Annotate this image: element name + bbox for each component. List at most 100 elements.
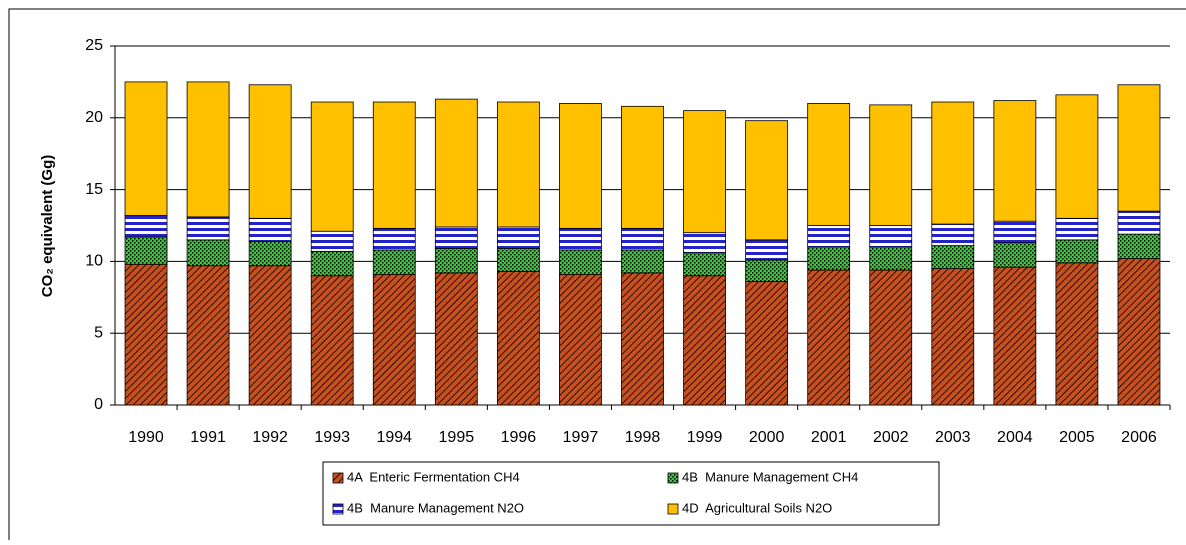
bar-segment [248, 240, 292, 267]
bar-segment [310, 250, 354, 277]
bar-segment [869, 269, 913, 406]
x-tick-label: 1999 [687, 429, 723, 446]
bar-segment [248, 84, 292, 219]
bar-segment [248, 265, 292, 406]
bar-segment [496, 101, 540, 228]
bar-segment [807, 246, 851, 271]
bar-segment [993, 220, 1037, 244]
bar-segment [434, 248, 478, 274]
legend-swatch [332, 503, 344, 515]
bar-segment [1117, 258, 1161, 406]
bar-segment [993, 100, 1037, 222]
bar-segment [931, 268, 975, 406]
x-tick-label: 2001 [811, 429, 847, 446]
bar-segment [683, 110, 726, 234]
x-tick-label: 1993 [314, 429, 350, 446]
bar-segment [683, 232, 726, 254]
y-tick-label: 5 [94, 324, 103, 341]
y-tick-label: 0 [94, 396, 103, 413]
bar-segment [807, 225, 851, 248]
x-tick-label: 2004 [997, 429, 1033, 446]
bar-segment [310, 101, 354, 232]
x-tick-label: 2003 [935, 429, 971, 446]
bar-segment [310, 275, 354, 406]
bar-segment [1117, 210, 1161, 235]
legend-swatch [332, 472, 344, 484]
bar-segment [621, 249, 664, 274]
bar-segment [869, 104, 913, 226]
bar-segment [621, 272, 664, 406]
bar-segment [993, 266, 1037, 406]
bar-segment [869, 225, 913, 248]
bar-segment [559, 103, 602, 229]
x-tick-label: 1992 [252, 429, 288, 446]
bar-segment [310, 230, 354, 252]
y-tick-label: 25 [85, 37, 103, 54]
x-tick-label: 1991 [190, 429, 226, 446]
bar-segment [807, 103, 851, 226]
legend-label: 4B Manure Management N2O [347, 500, 524, 515]
legend-label: 4D Agricultural Soils N2O [682, 500, 832, 515]
bar-segment [1055, 262, 1099, 406]
bar-segment [931, 101, 975, 225]
bar-segment [186, 216, 230, 241]
y-axis-label: CO₂ equivalent (Gg) [39, 155, 56, 298]
legend-label: 4A Enteric Fermentation CH4 [347, 469, 520, 484]
bar-segment [745, 281, 789, 406]
y-tick-label: 10 [85, 253, 103, 270]
bar-segment [993, 242, 1037, 268]
bar-segment [1055, 94, 1099, 219]
legend-swatch [667, 503, 679, 515]
bar-segment [496, 271, 540, 406]
x-tick-label: 2006 [1121, 429, 1157, 446]
x-tick-label: 1996 [501, 429, 537, 446]
x-tick-label: 2005 [1059, 429, 1095, 446]
bar-segment [559, 273, 602, 406]
x-tick-label: 1990 [128, 429, 164, 446]
bar-segment [186, 265, 230, 406]
y-tick-label: 20 [85, 109, 103, 126]
bar-segment [372, 101, 416, 229]
chart-frame [8, 8, 1186, 545]
bar-segment [1055, 217, 1099, 241]
bar-segment [683, 275, 726, 406]
bar-segment [124, 215, 168, 238]
bar-segment [559, 249, 602, 275]
y-tick-label: 15 [85, 181, 103, 198]
bar-segment [683, 252, 726, 277]
bar-segment [745, 239, 789, 261]
bar-segment [496, 248, 540, 272]
x-tick-label: 1997 [563, 429, 599, 446]
bar-segment [931, 245, 975, 269]
bar-segment [1117, 84, 1161, 212]
bar-segment [434, 98, 478, 228]
bar-segment [434, 226, 478, 249]
x-tick-label: 2002 [873, 429, 909, 446]
bar-segment [931, 223, 975, 247]
legend-swatch [667, 472, 679, 484]
bar-segment [186, 239, 230, 267]
bar-segment [186, 81, 230, 218]
x-tick-label: 2000 [749, 429, 785, 446]
bar-segment [559, 227, 602, 251]
legend-label: 4B Manure Management CH4 [682, 469, 858, 484]
x-tick-label: 1994 [376, 429, 412, 446]
x-tick-label: 1998 [625, 429, 661, 446]
bar-segment [621, 227, 664, 251]
x-tick-label: 1995 [439, 429, 475, 446]
bar-segment [1117, 233, 1161, 259]
bar-segment [496, 226, 540, 249]
bar-segment [745, 259, 789, 282]
bar-segment [745, 120, 789, 241]
bar-segment [869, 246, 913, 271]
bar-segment [434, 272, 478, 406]
legend-box [322, 461, 940, 526]
bar-segment [1055, 239, 1099, 264]
bar-segment [124, 263, 168, 406]
bar-segment [372, 249, 416, 275]
bar-segment [124, 236, 168, 265]
bar-segment [248, 217, 292, 242]
bar-segment [807, 269, 851, 406]
bar-segment [124, 81, 168, 216]
